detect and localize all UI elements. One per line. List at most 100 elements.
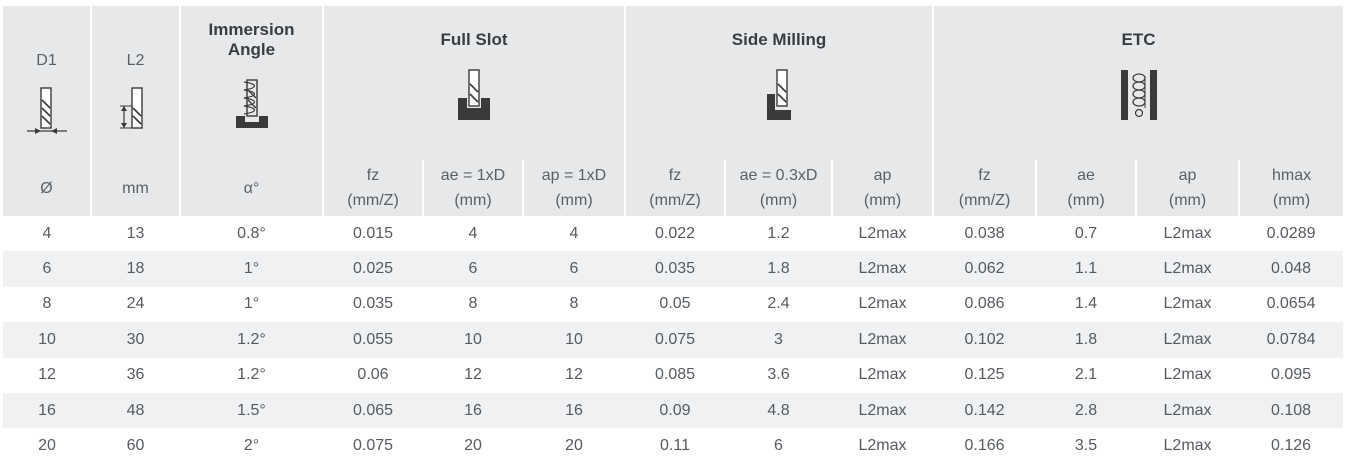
table-cell: 48 xyxy=(91,392,180,429)
table-cell: 0.0289 xyxy=(1266,224,1316,242)
table-cell: 0.06 xyxy=(357,366,389,384)
header-l2: L2 xyxy=(90,6,180,160)
table-cell: 0.055 xyxy=(323,322,423,358)
table-cell: L2max xyxy=(858,224,907,242)
table-cell: 4 xyxy=(42,224,52,242)
cutting-conditions-table: D1 L2 xyxy=(3,6,1344,464)
table-cell: 0.075 xyxy=(352,437,394,455)
table-row: 4 13 0.8° 0.015 4 4 0.022 1.2 L2max 0.038 0.7 L2max… xyxy=(3,216,1343,251)
table-cell: 12 xyxy=(565,366,583,384)
subheader-diameter: Ø xyxy=(3,160,91,216)
table-body: 4 13 0.8° 0.015 4 4 0.022 1.2 L2max 0.038 0.7 L2max… xyxy=(3,216,1344,464)
full-slot-icon xyxy=(458,69,490,120)
table-cell: 0.086 xyxy=(964,295,1005,313)
table-cell: 8 xyxy=(42,295,52,313)
table-cell: 0.166 xyxy=(964,437,1005,455)
table-cell: 3.6 xyxy=(767,366,790,384)
table-cell: 0.0654 xyxy=(1266,295,1316,313)
table-cell: 16 xyxy=(3,392,91,429)
header-d1-label: D1 xyxy=(36,52,57,69)
table-cell: 0.095 xyxy=(1271,366,1312,384)
subheader-side-milling-ap: ap (mm) xyxy=(830,160,934,216)
table-cell: 0.8° xyxy=(237,224,266,242)
header-immersion-angle: Immersion Angle xyxy=(179,6,323,160)
subheader-full-slot-ae: ae = 1xD (mm) xyxy=(422,160,523,216)
table-cell: 1.4 xyxy=(1074,295,1098,313)
table-cell: 60 xyxy=(126,437,145,455)
table-cell: 16 xyxy=(423,392,523,429)
table-cell: 0.085 xyxy=(654,366,696,384)
table-cell: 0.048 xyxy=(1239,251,1344,287)
table-cell: 1° xyxy=(180,251,323,287)
table-cell: 0.062 xyxy=(933,251,1037,287)
table-cell: 18 xyxy=(91,251,180,287)
table-cell: L2max xyxy=(1163,437,1212,455)
header-etc-label: ETC xyxy=(1121,30,1156,49)
header-immersion-line1: Immersion xyxy=(208,20,295,39)
table-row: 20 60 2° 0.075 20 20 0.11 6 L2max 0.166 3.5 L2max 0.… xyxy=(3,428,1343,463)
table-cell: 4.8 xyxy=(725,392,832,429)
end-mill-diameter-icon xyxy=(26,87,67,134)
table-cell: 1.8 xyxy=(1036,322,1137,358)
table-cell: 36 xyxy=(126,366,145,384)
table-cell: 0.7 xyxy=(1074,224,1098,242)
table-cell: L2max xyxy=(1163,224,1212,242)
table-cell: L2max xyxy=(858,366,907,384)
table-cell: 1.8 xyxy=(725,251,832,287)
table-cell: 1.2 xyxy=(767,224,790,242)
table-cell: 0.09 xyxy=(625,392,725,429)
table-cell: 3 xyxy=(725,322,832,358)
subheader-full-slot-ap: ap = 1xD (mm) xyxy=(522,160,625,216)
end-mill-length-icon xyxy=(119,87,143,129)
subheader-alpha: α° xyxy=(179,160,323,216)
table-cell: 2.1 xyxy=(1074,366,1098,384)
table-cell: 0.075 xyxy=(625,322,725,358)
table-cell: 0.05 xyxy=(659,295,691,313)
table-cell: 4 xyxy=(468,224,478,242)
table-cell: 0.035 xyxy=(352,295,394,313)
table-cell: 2.4 xyxy=(767,295,790,313)
table-cell: 0.038 xyxy=(964,224,1005,242)
table-cell: 10 xyxy=(523,322,625,358)
table-cell: 3.5 xyxy=(1074,437,1098,455)
header-side-milling-label: Side Milling xyxy=(731,30,827,49)
subheader-side-milling-ae: ae = 0.3xD (mm) xyxy=(724,160,832,216)
subheader-side-milling-fz: fz (mm/Z) xyxy=(624,160,725,216)
table-cell: L2max xyxy=(1163,295,1212,313)
table-cell: L2max xyxy=(1163,366,1212,384)
header-side-milling: Side Milling xyxy=(623,6,934,160)
table-cell: 13 xyxy=(126,224,145,242)
table-cell: 4 xyxy=(569,224,579,242)
table-cell: 0.015 xyxy=(352,224,394,242)
subheader-mm: mm xyxy=(90,160,180,216)
table-cell: 1° xyxy=(243,295,260,313)
header-full-slot-label: Full Slot xyxy=(440,30,508,49)
table-cell: L2max xyxy=(832,251,934,287)
side-milling-icon xyxy=(767,69,792,120)
table-cell: L2max xyxy=(1136,251,1240,287)
table-cell: 0.035 xyxy=(625,251,725,287)
table-cell: 20 xyxy=(464,437,482,455)
table-cell: 16 xyxy=(523,392,625,429)
table-cell: 0.125 xyxy=(964,366,1005,384)
table-cell: 0.065 xyxy=(323,392,423,429)
table-cell: 0.126 xyxy=(1271,437,1312,455)
table-cell: 0.025 xyxy=(323,251,423,287)
table-cell: L2max xyxy=(858,295,907,313)
table-cell: L2max xyxy=(832,392,934,429)
table-cell: L2max xyxy=(832,322,934,358)
header-full-slot: Full Slot xyxy=(322,6,625,160)
helical-interpolation-icon xyxy=(1120,70,1157,120)
table-cell: 20 xyxy=(38,437,56,455)
table-cell: 1.1 xyxy=(1036,251,1137,287)
table-cell: 2.8 xyxy=(1036,392,1137,429)
header-immersion-line2: Angle xyxy=(227,40,276,59)
table-cell: 0.0784 xyxy=(1239,322,1344,358)
table-row: 6 18 1° 0.025 6 6 0.035 1.8 L2max 0.062 1.1 L2max 0.… xyxy=(3,251,1344,287)
table-row: 12 36 1.2° 0.06 12 12 0.085 3.6 L2max 0.125 2.1 L2m… xyxy=(3,358,1343,393)
table-cell: 6 xyxy=(523,251,625,287)
table-cell: L2max xyxy=(1136,392,1240,429)
table-cell: 6 xyxy=(774,437,783,455)
table-row: 16 48 1.5° 0.065 16 16 0.09 4.8 L2max 0.142 2.8 L2m… xyxy=(3,392,1344,429)
subheader-etc-fz: fz (mm/Z) xyxy=(932,160,1037,216)
